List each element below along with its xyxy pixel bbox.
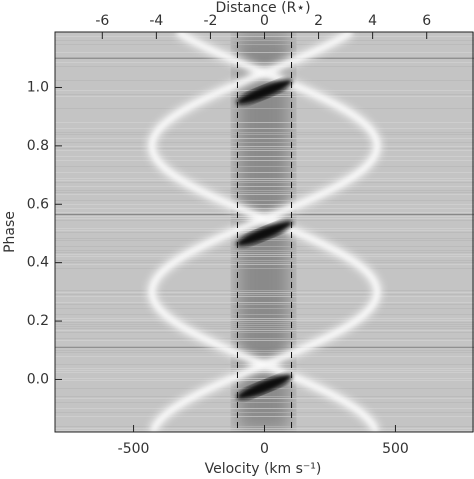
stripe bbox=[55, 412, 474, 413]
stripe bbox=[55, 180, 474, 181]
y-tick-label: 0.2 bbox=[27, 313, 49, 329]
x-tick-label: 500 bbox=[382, 441, 409, 457]
y-tick-label: 0.4 bbox=[27, 255, 49, 271]
x-tick-label: 0 bbox=[260, 441, 269, 457]
x2-tick-label: -4 bbox=[149, 13, 163, 29]
stripe bbox=[55, 200, 474, 201]
stripe bbox=[55, 80, 474, 81]
stripe bbox=[55, 44, 474, 45]
stripe bbox=[55, 108, 474, 109]
stripe bbox=[55, 166, 474, 167]
stripe bbox=[55, 62, 474, 63]
x2-tick-label: -6 bbox=[95, 13, 109, 29]
stripe bbox=[55, 178, 474, 179]
bright-arc-core bbox=[150, 32, 269, 432]
stripe bbox=[55, 398, 474, 399]
x2-tick-label: 2 bbox=[314, 13, 323, 29]
stripe bbox=[55, 52, 474, 53]
stripe bbox=[55, 324, 474, 325]
stripe bbox=[55, 338, 474, 339]
stripe bbox=[55, 138, 474, 139]
dark-streak bbox=[236, 374, 293, 400]
stripe bbox=[55, 252, 474, 253]
stripe bbox=[55, 320, 474, 321]
y-tick-label: 0.0 bbox=[27, 371, 49, 387]
stripe bbox=[55, 262, 474, 263]
y-axis-label: Phase bbox=[2, 211, 18, 253]
stripe bbox=[55, 328, 474, 329]
stripe bbox=[55, 254, 474, 255]
spectrogram bbox=[55, 32, 474, 432]
x2-axis-label: Distance (R⋆) bbox=[215, 0, 310, 16]
stripe bbox=[55, 332, 474, 333]
stripe bbox=[55, 172, 474, 173]
stripe bbox=[55, 308, 474, 309]
stripe bbox=[55, 256, 474, 257]
x2-tick-label: -2 bbox=[203, 13, 217, 29]
stripe bbox=[55, 204, 474, 205]
stripe bbox=[55, 292, 474, 293]
stripe bbox=[55, 264, 474, 265]
stripe bbox=[55, 150, 474, 151]
x2-tick-label: 4 bbox=[368, 13, 377, 29]
stripe bbox=[55, 318, 474, 319]
stripe bbox=[55, 240, 474, 241]
stripe bbox=[55, 142, 474, 143]
stripe bbox=[55, 186, 474, 187]
stripe bbox=[55, 246, 474, 247]
stripe bbox=[55, 330, 474, 331]
stripe bbox=[55, 268, 474, 269]
dark-streak bbox=[236, 220, 293, 246]
stripe bbox=[55, 378, 474, 379]
stripe bbox=[55, 250, 474, 251]
stripe bbox=[55, 340, 474, 341]
stripe bbox=[55, 372, 474, 373]
stripe bbox=[55, 66, 474, 67]
stripe bbox=[55, 134, 474, 135]
stripe bbox=[55, 370, 474, 371]
stripe bbox=[55, 260, 474, 261]
stripe bbox=[55, 326, 474, 327]
stripe bbox=[55, 194, 474, 195]
x-axis-label: Velocity (km s⁻¹) bbox=[205, 461, 322, 477]
stripe bbox=[55, 132, 474, 133]
stripe bbox=[55, 160, 474, 161]
dark-streak bbox=[236, 79, 293, 105]
stripe bbox=[55, 148, 474, 149]
stripe bbox=[55, 294, 474, 295]
stripe bbox=[55, 302, 474, 303]
y-tick-label: 0.6 bbox=[27, 196, 49, 212]
stripe bbox=[55, 416, 474, 417]
stripe bbox=[55, 396, 474, 397]
stripe bbox=[55, 156, 474, 157]
stripe bbox=[55, 212, 474, 213]
y-tick-label: 1.0 bbox=[27, 79, 49, 95]
stripe bbox=[55, 290, 474, 291]
stripe bbox=[55, 322, 474, 323]
stripe bbox=[55, 40, 474, 41]
x-tick-label: -500 bbox=[118, 441, 150, 457]
stripe bbox=[55, 402, 474, 403]
stripe bbox=[55, 190, 474, 191]
stripe bbox=[55, 408, 474, 409]
y-tick-label: 0.8 bbox=[27, 138, 49, 154]
stripe bbox=[55, 304, 474, 305]
stripe bbox=[55, 128, 474, 129]
stripe bbox=[55, 350, 474, 351]
stripe bbox=[55, 356, 474, 357]
x2-tick-label: 0 bbox=[260, 13, 269, 29]
stripe bbox=[55, 146, 474, 147]
stripe bbox=[55, 122, 474, 123]
x2-tick-label: 6 bbox=[422, 13, 431, 29]
stripe bbox=[55, 296, 474, 297]
stripe bbox=[55, 192, 474, 193]
stripe bbox=[55, 182, 474, 183]
stripe bbox=[55, 352, 474, 353]
stripe bbox=[55, 208, 474, 209]
stripe bbox=[55, 314, 474, 315]
